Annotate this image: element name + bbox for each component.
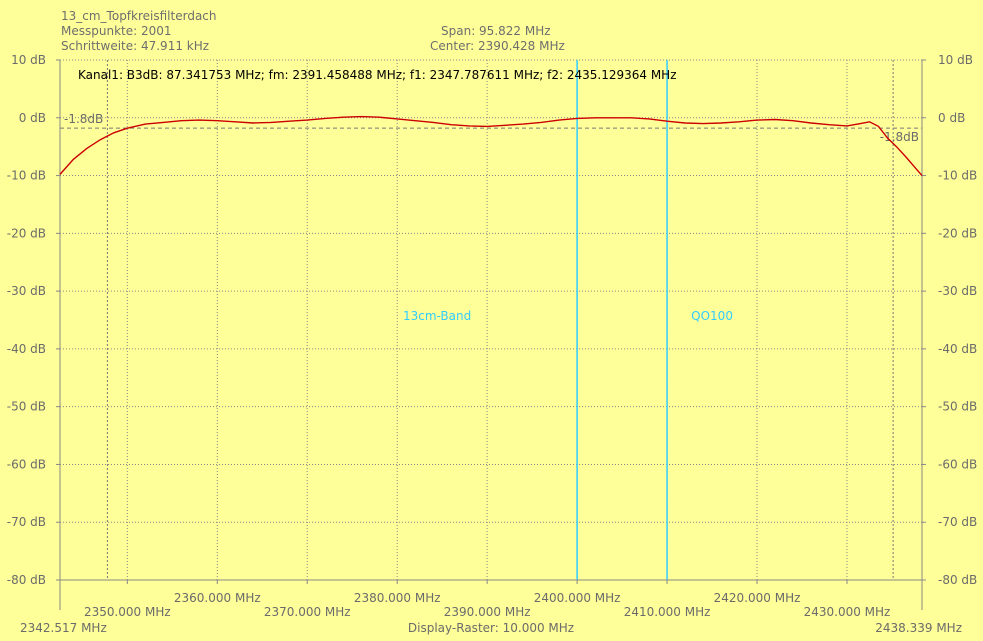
measure-points: Messpunkte: 2001: [61, 24, 172, 38]
y-tick-label-left: 0 dB: [19, 111, 46, 125]
x-tick-label: 2360.000 MHz: [174, 591, 261, 605]
y-tick-label-left: -40 dB: [7, 342, 46, 356]
x-tick-label: 2370.000 MHz: [264, 605, 351, 619]
y-tick-label-left: 10 dB: [11, 53, 46, 67]
reference-label-right: -1.8dB: [880, 130, 919, 144]
band-marker-label: QO100: [691, 309, 733, 323]
annotation-text: Kanal1: B3dB: 87.341753 MHz; fm: 2391.45…: [78, 68, 677, 82]
x-start-label: 2342.517 MHz: [20, 621, 107, 635]
y-tick-label-right: -40 dB: [938, 342, 977, 356]
y-tick-label-left: -80 dB: [7, 573, 46, 587]
y-tick-label-left: -10 dB: [7, 169, 46, 183]
y-tick-label-right: -70 dB: [938, 515, 977, 529]
x-tick-label: 2420.000 MHz: [714, 591, 801, 605]
center-label: Center: 2390.428 MHz: [430, 39, 565, 53]
y-tick-label-right: -60 dB: [938, 457, 977, 471]
reference-label-left: -1.8dB: [64, 112, 103, 126]
band-markers: 13cm-Band QO100: [403, 60, 733, 580]
x-tick-label: 2380.000 MHz: [354, 591, 441, 605]
trace-line: [59, 115, 923, 177]
span-label: Span: 95.822 MHz: [441, 24, 551, 38]
y-tick-label-left: -30 dB: [7, 284, 46, 298]
raster-label: Display-Raster: 10.000 MHz: [408, 621, 574, 635]
y-tick-label-left: -20 dB: [7, 226, 46, 240]
x-tick-label: 2390.000 MHz: [444, 605, 531, 619]
x-tick-label: 2430.000 MHz: [804, 605, 891, 619]
x-tick-label: 2350.000 MHz: [84, 605, 171, 619]
x-end-label: 2438.339 MHz: [875, 621, 962, 635]
y-tick-label-right: 10 dB: [938, 53, 973, 67]
chart-title: 13_cm_Topfkreisfilterdach: [61, 9, 217, 23]
y-tick-label-right: -50 dB: [938, 400, 977, 414]
y-tick-label-right: -30 dB: [938, 284, 977, 298]
y-tick-label-left: -70 dB: [7, 515, 46, 529]
y-tick-label-left: -60 dB: [7, 457, 46, 471]
reference-level: -1.8dB -1.8dB: [60, 60, 922, 580]
x-tick-label: 2400.000 MHz: [534, 591, 621, 605]
trace: [59, 115, 923, 177]
y-tick-label-right: -20 dB: [938, 226, 977, 240]
y-tick-label-right: -80 dB: [938, 573, 977, 587]
grid: [60, 59, 922, 581]
x-tick-label: 2410.000 MHz: [624, 605, 711, 619]
y-tick-label-right: -10 dB: [938, 169, 977, 183]
y-tick-label-right: 0 dB: [938, 111, 965, 125]
step-width: Schrittweite: 47.911 kHz: [61, 39, 210, 53]
axes: 10 dB 10 dB 0 dB 0 dB -10 dB -10 dB -20 dB -20 …: [7, 53, 978, 619]
band-marker-label: 13cm-Band: [403, 309, 471, 323]
y-tick-label-left: -50 dB: [7, 400, 46, 414]
